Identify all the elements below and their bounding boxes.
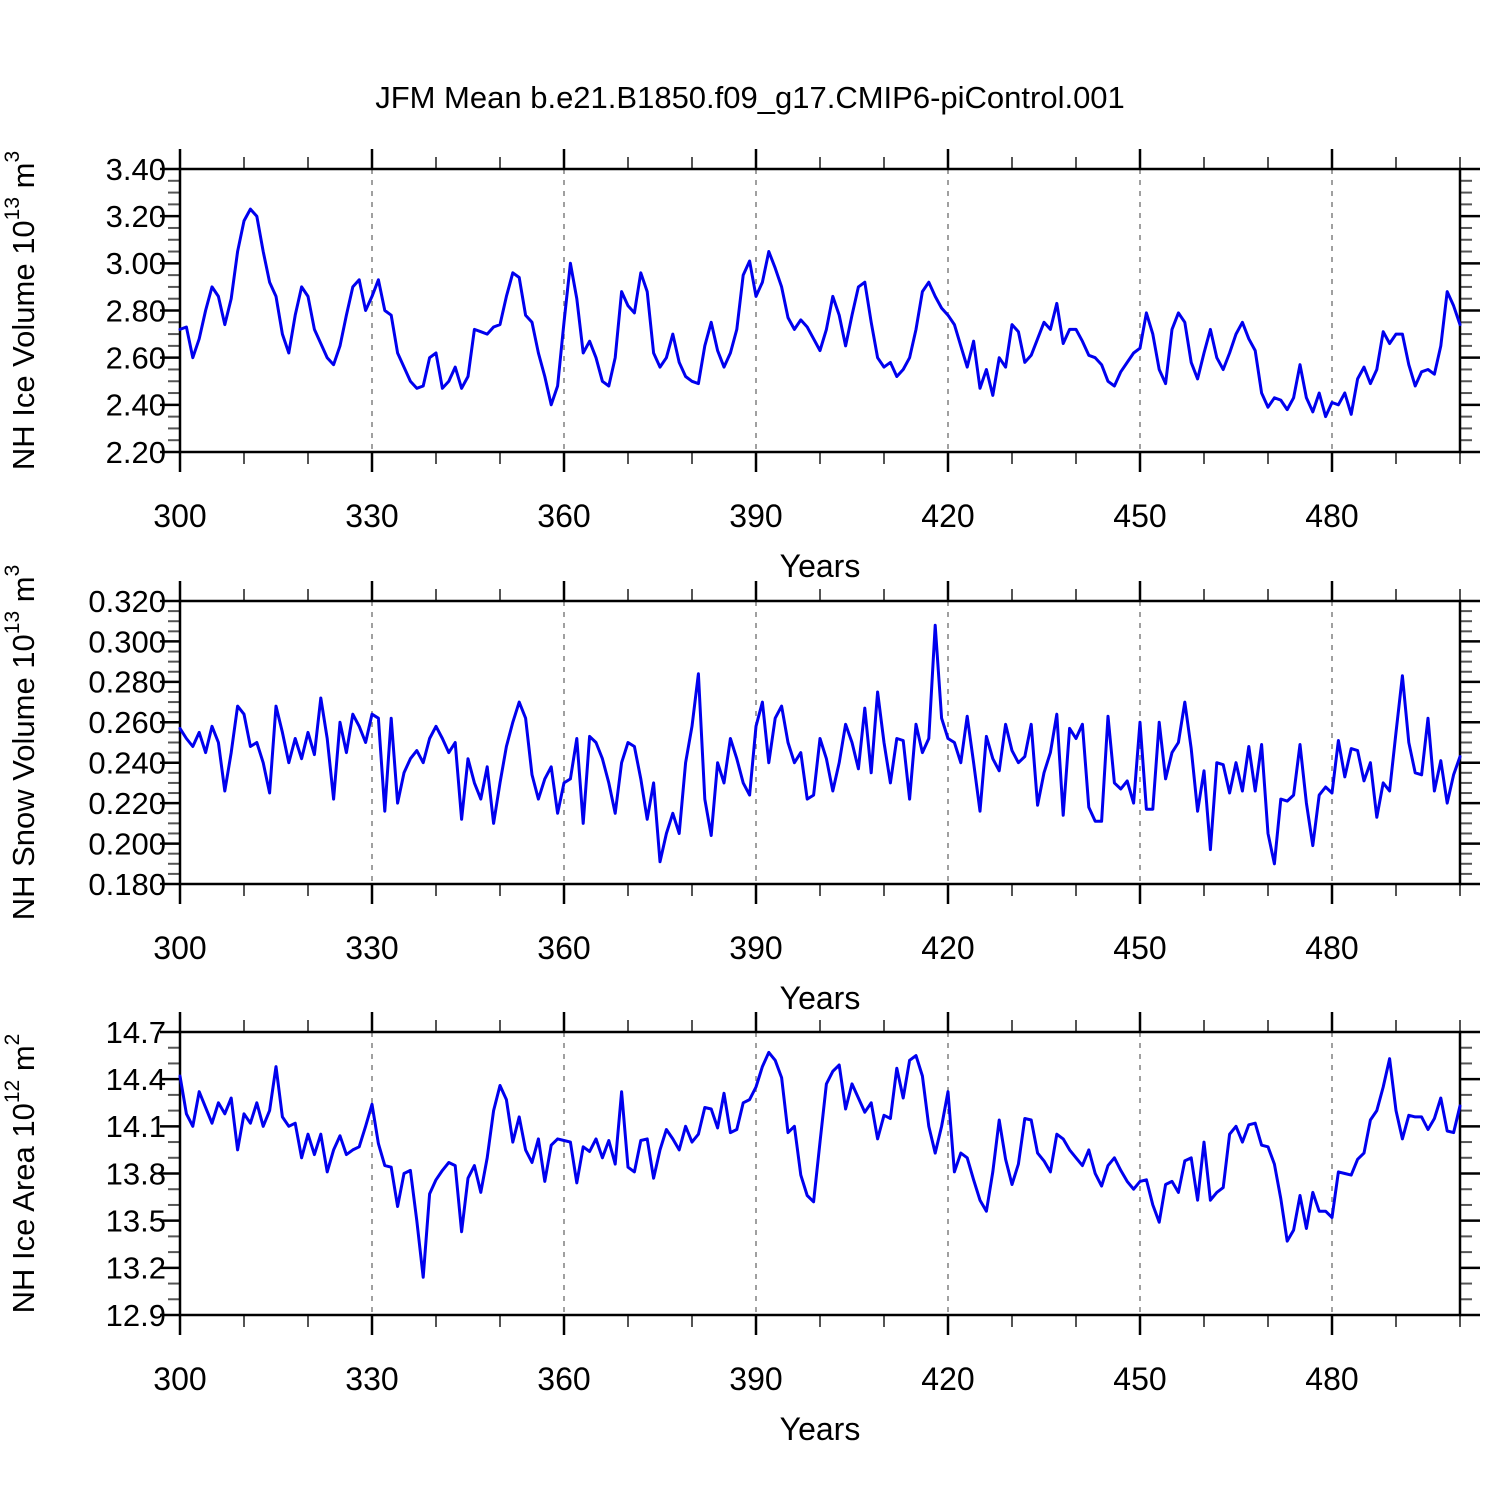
x-axis-title: Years [780,980,861,1016]
panel-frame [178,167,1462,454]
x-tick-labels: 300 330 360 390 420 450 480 [153,1361,1358,1397]
svg-text:360: 360 [537,1361,590,1397]
svg-text:0.240: 0.240 [88,746,166,781]
svg-text:480: 480 [1305,1361,1358,1397]
svg-text:420: 420 [921,498,974,534]
svg-text:13.5: 13.5 [106,1204,166,1239]
y-ticks [160,1030,1480,1317]
svg-text:14.7: 14.7 [106,1015,166,1050]
svg-text:2.60: 2.60 [106,341,166,376]
svg-text:2.20: 2.20 [106,435,166,470]
svg-text:13.8: 13.8 [106,1156,166,1191]
y-tick-labels: 12.9 13.2 13.5 13.8 14.1 14.4 14.7 [106,1015,166,1333]
x-tick-labels: 300 330 360 390 420 450 480 [153,498,1358,534]
series-line [178,207,1462,419]
svg-text:14.1: 14.1 [106,1109,166,1144]
panel-1: 2.20 2.40 2.60 2.80 3.00 3.20 3.40 300 330 360 390… [1,149,1480,584]
y-axis-title: NH Ice Volume 1013 m3 [1,151,41,470]
chart-title: JFM Mean b.e21.B1850.f09_g17.CMIP6-piCon… [375,80,1125,115]
x-axis-title: Years [780,548,861,584]
svg-text:0.300: 0.300 [88,624,166,659]
series-line [178,623,1462,866]
panel-3: 12.9 13.2 13.5 13.8 14.1 14.4 14.7 300 330 360 390… [1,1012,1480,1447]
gridlines [371,1032,1333,1315]
y-ticks [160,599,1480,886]
svg-text:450: 450 [1113,930,1166,966]
panel-2: 0.180 0.200 0.220 0.240 0.260 0.280 0.300 0.320… [1,565,1480,1016]
svg-text:3.40: 3.40 [106,152,166,187]
svg-text:330: 330 [345,930,398,966]
svg-text:360: 360 [537,930,590,966]
svg-text:360: 360 [537,498,590,534]
svg-text:300: 300 [153,498,206,534]
svg-text:2.80: 2.80 [106,293,166,328]
y-ticks [160,167,1480,454]
svg-text:390: 390 [729,498,782,534]
x-axis-title: Years [780,1411,861,1447]
y-axis-title: NH Ice Area 1012 m2 [1,1034,41,1314]
svg-text:390: 390 [729,930,782,966]
x-ticks [178,581,1461,904]
svg-text:420: 420 [921,1361,974,1397]
svg-text:0.220: 0.220 [88,786,166,821]
svg-text:450: 450 [1113,498,1166,534]
svg-text:390: 390 [729,1361,782,1397]
svg-text:330: 330 [345,1361,398,1397]
svg-text:300: 300 [153,930,206,966]
svg-text:3.20: 3.20 [106,199,166,234]
y-tick-labels: 0.180 0.200 0.220 0.240 0.260 0.280 0.300 0.320 [88,584,166,902]
svg-text:0.200: 0.200 [88,826,166,861]
svg-text:480: 480 [1305,498,1358,534]
svg-text:0.260: 0.260 [88,705,166,740]
gridlines [371,601,1333,884]
svg-text:480: 480 [1305,930,1358,966]
svg-text:13.2: 13.2 [106,1251,166,1286]
svg-text:12.9: 12.9 [106,1298,166,1333]
y-tick-labels: 2.20 2.40 2.60 2.80 3.00 3.20 3.40 [106,152,166,470]
svg-text:3.00: 3.00 [106,246,166,281]
x-tick-labels: 300 330 360 390 420 450 480 [153,930,1358,966]
svg-text:420: 420 [921,930,974,966]
panel-frame [178,1030,1462,1317]
y-axis-title: NH Snow Volume 1013 m3 [1,565,41,921]
svg-text:14.4: 14.4 [106,1062,166,1097]
x-ticks [178,149,1461,472]
svg-text:2.40: 2.40 [106,388,166,423]
svg-text:300: 300 [153,1361,206,1397]
series-line [178,1050,1462,1279]
svg-text:450: 450 [1113,1361,1166,1397]
svg-text:0.180: 0.180 [88,867,166,902]
panel-frame [178,599,1462,886]
svg-text:0.320: 0.320 [88,584,166,619]
x-ticks [178,1012,1461,1335]
svg-text:0.280: 0.280 [88,665,166,700]
gridlines [371,169,1333,452]
svg-text:330: 330 [345,498,398,534]
